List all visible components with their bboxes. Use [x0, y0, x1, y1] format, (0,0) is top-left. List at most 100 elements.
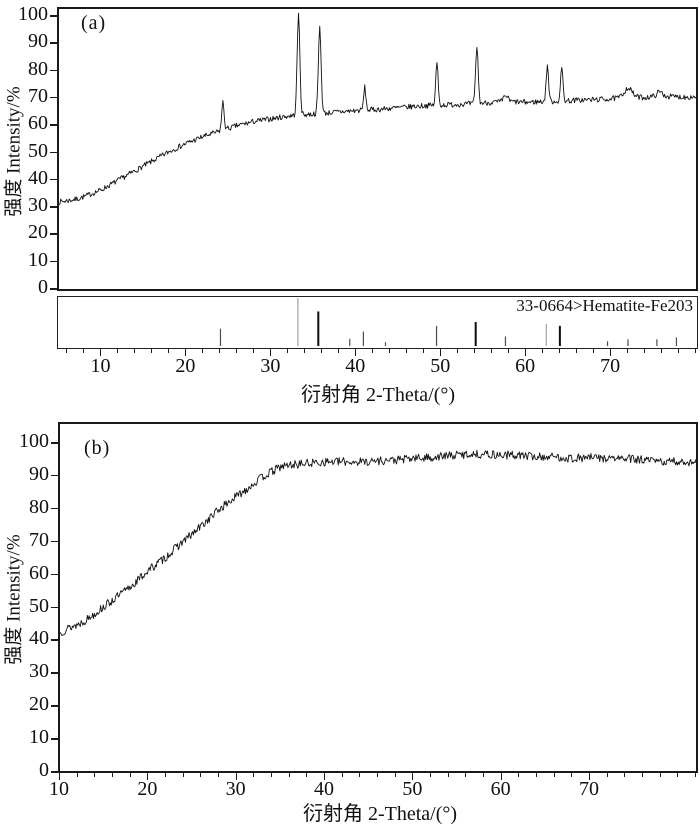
tick-mark	[695, 349, 696, 353]
panel-a-x-tick-label: 40	[345, 355, 366, 377]
tick-mark	[83, 349, 85, 353]
tick-mark	[430, 773, 431, 777]
tick-mark	[51, 639, 58, 641]
tick-mark	[50, 96, 57, 99]
xrd-trace	[60, 449, 696, 636]
tick-mark	[306, 773, 308, 777]
panel-b-y-tick-label: 90	[29, 462, 49, 485]
reference-pattern-label: 33-0664>Hematite-Fe203	[516, 296, 693, 315]
panel-a-x-axis-title: 衍射角 2-Theta/(°)	[300, 384, 456, 406]
tick-mark	[51, 507, 58, 510]
panel-b-curve	[60, 449, 696, 636]
tick-mark	[236, 349, 238, 353]
tick-mark	[112, 773, 113, 777]
tick-mark	[644, 349, 646, 353]
tick-mark	[51, 705, 58, 707]
tick-mark	[129, 773, 131, 777]
tick-mark	[457, 349, 459, 353]
panel-b-y-tick-label: 40	[29, 627, 49, 650]
panel-a-y-tick-label: 0	[38, 276, 48, 298]
tick-mark	[253, 349, 255, 353]
tick-mark	[389, 349, 391, 353]
tick-mark	[51, 606, 58, 608]
panel-a-x-tick-label: 70	[600, 355, 621, 377]
tick-mark	[576, 349, 578, 353]
tick-mark	[589, 773, 590, 780]
tick-mark	[287, 349, 289, 353]
panel-b-plot: (b)	[58, 422, 698, 773]
tick-mark	[270, 349, 272, 356]
tick-mark	[235, 773, 237, 780]
tick-mark	[324, 773, 325, 780]
tick-mark	[500, 773, 502, 780]
tick-mark	[117, 349, 119, 353]
tick-mark	[483, 773, 484, 777]
tick-mark	[571, 773, 573, 777]
tick-mark	[372, 349, 374, 353]
tick-mark	[147, 773, 149, 780]
panel-a-y-tick-label: 50	[28, 139, 48, 162]
tick-mark	[593, 349, 595, 353]
panel-a-y-tick-label: 70	[28, 84, 48, 107]
tick-mark	[606, 773, 608, 777]
tick-mark	[559, 349, 561, 353]
tick-mark	[518, 773, 520, 777]
tick-mark	[508, 349, 510, 353]
tick-mark	[536, 773, 537, 777]
panel-b-y-tick-label: 10	[29, 726, 49, 749]
tick-mark	[659, 773, 661, 777]
panel-a-y-tick-label: 80	[28, 57, 48, 80]
tick-mark	[491, 349, 493, 353]
panel-a-y-tick-label: 100	[18, 3, 48, 25]
panel-b-x-tick-label: 30	[225, 778, 246, 800]
tick-mark	[355, 349, 357, 356]
tick-mark	[288, 773, 290, 777]
tick-mark	[447, 773, 449, 777]
reference-pattern-lines	[219, 298, 678, 346]
tick-mark	[50, 151, 57, 153]
tick-mark	[59, 773, 60, 780]
tick-mark	[51, 738, 58, 740]
tick-mark	[624, 773, 626, 777]
panel-a-y-tick-label: 10	[28, 248, 48, 271]
tick-mark	[304, 349, 306, 353]
tick-mark	[253, 773, 255, 777]
tick-mark	[627, 349, 629, 353]
panel-a-y-tick-label: 90	[28, 30, 48, 53]
panel-b-x-tick-label: 40	[314, 778, 334, 800]
tick-mark	[50, 69, 57, 72]
tick-mark	[151, 349, 153, 353]
tick-mark	[677, 773, 679, 777]
tick-mark	[51, 474, 58, 477]
tick-mark	[423, 349, 425, 353]
panel-a-x-tick-label: 10	[90, 355, 111, 377]
tick-mark	[695, 773, 696, 777]
panel-b-y-tick-label: 70	[29, 528, 49, 551]
tick-mark	[51, 771, 58, 773]
panel-a-y-tick-label: 20	[28, 221, 48, 244]
tick-mark	[185, 349, 187, 356]
tick-mark	[182, 773, 184, 777]
tick-mark	[50, 233, 57, 235]
panel-b-x-tick-label: 10	[49, 778, 69, 800]
panel-a-curve	[59, 12, 696, 206]
panel-a-x-tick-label: 60	[515, 355, 536, 377]
tick-mark	[202, 349, 204, 353]
tick-mark	[51, 573, 58, 576]
tick-mark	[218, 773, 219, 777]
tick-mark	[168, 349, 170, 353]
tick-mark	[100, 349, 102, 356]
tick-mark	[359, 773, 361, 777]
tick-mark	[661, 349, 663, 353]
tick-mark	[50, 288, 57, 290]
tick-mark	[200, 773, 202, 777]
tick-mark	[51, 672, 58, 674]
panel-a-y-tick-label: 40	[28, 166, 48, 189]
tick-mark	[642, 773, 643, 777]
tick-mark	[51, 442, 58, 444]
tick-mark	[76, 773, 78, 777]
tick-mark	[50, 15, 57, 17]
panel-b-x-tick-label: 50	[402, 778, 423, 800]
tick-mark	[321, 349, 323, 353]
